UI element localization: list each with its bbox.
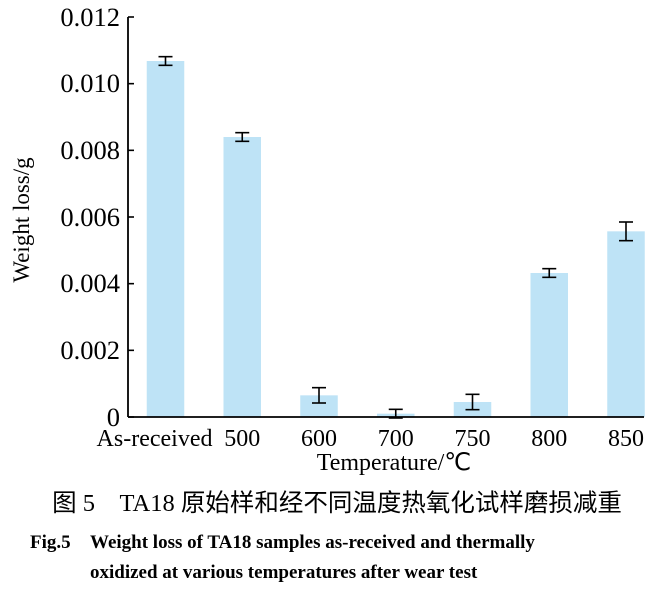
svg-text:0.006: 0.006 [60,202,120,232]
svg-text:0.012: 0.012 [60,2,120,32]
svg-text:600: 600 [301,426,337,452]
svg-text:Weight loss of TA18 samples as: Weight loss of TA18 samples as-received … [90,532,535,553]
svg-text:oxidized at various temperatur: oxidized at various temperatures after w… [90,562,478,583]
svg-text:850: 850 [608,426,644,452]
svg-text:Weight loss/g: Weight loss/g [9,157,34,283]
svg-text:图 5 TA18 原始样和经不同温度热氧化试样磨损减重: 图 5 TA18 原始样和经不同温度热氧化试样磨损减重 [52,489,622,517]
svg-text:0.004: 0.004 [60,268,120,298]
svg-text:Temperature/℃: Temperature/℃ [317,450,472,476]
svg-text:800: 800 [531,426,567,452]
svg-text:0.010: 0.010 [60,68,120,98]
svg-text:500: 500 [224,426,260,452]
svg-text:0.002: 0.002 [60,335,120,365]
svg-text:As-received: As-received [97,426,213,452]
svg-text:750: 750 [455,426,491,452]
svg-text:Fig.5: Fig.5 [30,532,71,553]
svg-text:0.008: 0.008 [60,135,120,165]
svg-text:700: 700 [378,426,414,452]
